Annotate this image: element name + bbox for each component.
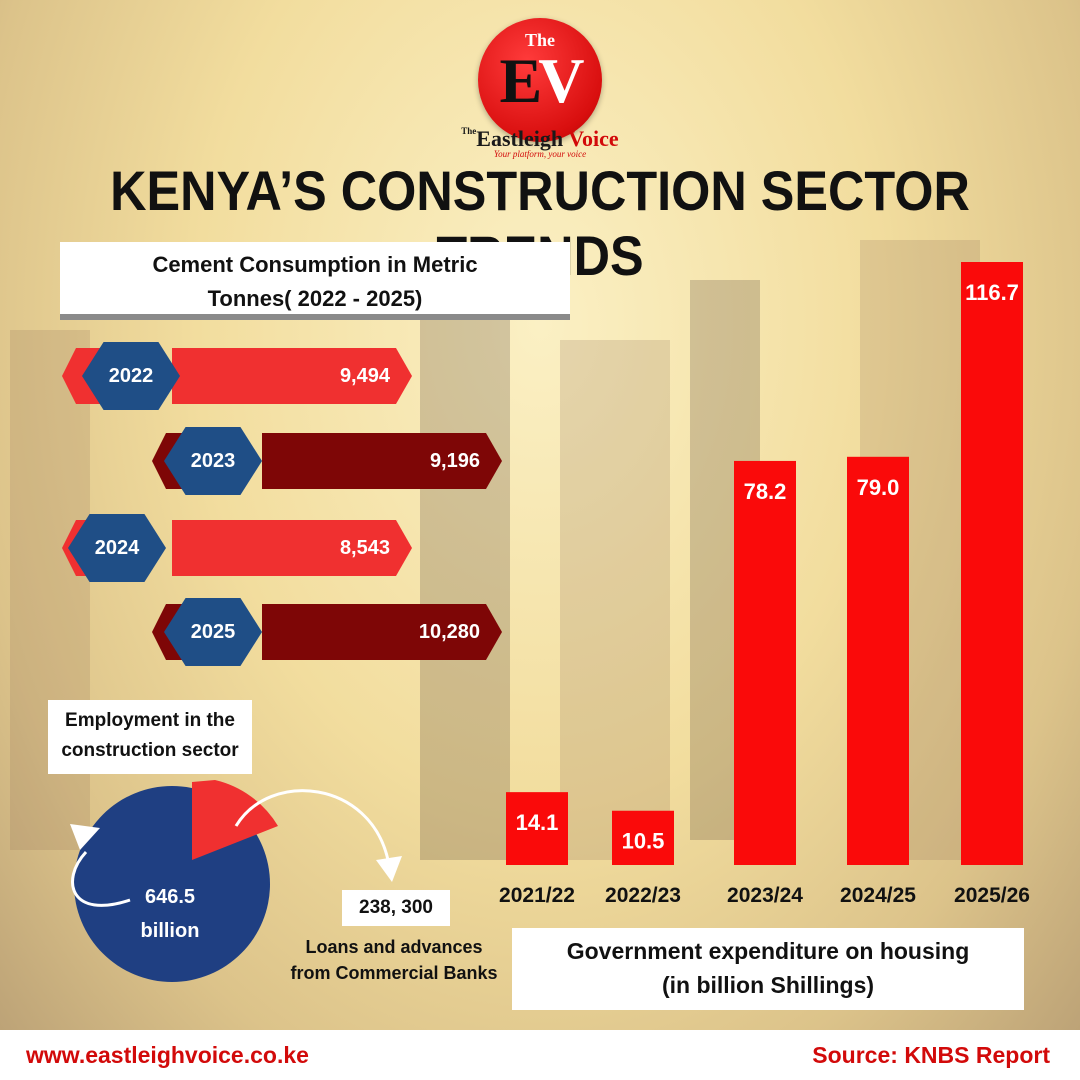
employment-value-line2: billion	[140, 920, 200, 942]
cement-heading-line1: Cement Consumption in Metric	[152, 252, 478, 277]
x-tick-label: 2021/22	[499, 884, 575, 907]
logo-e: E	[499, 45, 543, 116]
brand-name-suffix: Voice	[568, 126, 619, 151]
year-hexagon: 2024	[68, 514, 166, 582]
footer-source: Source: KNBS Report	[812, 1042, 1050, 1068]
x-tick-label: 2022/23	[605, 884, 681, 907]
cement-heading-line2: Tonnes( 2022 - 2025)	[207, 286, 423, 311]
bar-value-label: 14.1	[516, 810, 559, 835]
year-hexagon: 2022	[82, 342, 180, 410]
chart-title-line2: (in billion Shillings)	[661, 972, 875, 998]
cement-heading: Cement Consumption in Metric Tonnes( 202…	[60, 242, 570, 320]
cement-row-2025: 10,280 2025	[152, 598, 502, 666]
cement-value: 10,280	[262, 604, 502, 660]
brand-tagline: Your platform, your voice	[493, 149, 587, 159]
page-title: KENYA’S CONSTRUCTION SECTOR TRENDS	[110, 159, 970, 287]
x-tick-label: 2024/25	[840, 884, 916, 907]
cement-value: 9,494	[172, 348, 412, 404]
employment-heading-line1: Employment in the	[65, 710, 235, 731]
employment-pie	[70, 780, 402, 982]
employment-heading: Employment in the construction sector	[48, 700, 252, 774]
chart-bar	[506, 792, 568, 865]
bar-value-label: 78.2	[744, 479, 787, 504]
logo: The EV	[478, 18, 602, 142]
loans-label-line1: Loans and advances	[305, 937, 483, 957]
background-building	[560, 340, 670, 860]
arrow-head-icon	[376, 856, 402, 882]
x-tick-label: 2025/26	[954, 884, 1030, 907]
cement-value: 8,543	[172, 520, 412, 576]
x-tick-label: 2023/24	[727, 884, 803, 907]
chart-bar	[847, 456, 909, 865]
footer: www.eastleighvoice.co.ke Source: KNBS Re…	[0, 1030, 1080, 1080]
loans-value: 238, 300	[342, 890, 450, 926]
footer-url[interactable]: www.eastleighvoice.co.ke	[26, 1042, 309, 1068]
loans-label-line2: from Commercial Banks	[290, 963, 498, 983]
bar-value-label: 10.5	[622, 829, 665, 854]
loans-label: Loans and advances from Commercial Banks	[274, 934, 514, 986]
employment-value-line1: 646.5	[144, 886, 196, 908]
background-building	[420, 300, 510, 860]
brand-name-small: The	[461, 126, 477, 136]
brand-name: TheEastleigh Voice	[440, 126, 640, 152]
logo-ev: EV	[478, 44, 602, 118]
chart-bar	[961, 262, 1023, 865]
chart-bar	[612, 810, 674, 865]
brand-name-block: TheEastleigh Voice Your platform, your v…	[440, 126, 640, 159]
year-hexagon: 2023	[164, 427, 262, 495]
arrow-head-icon	[70, 824, 100, 850]
logo-the: The	[524, 30, 555, 50]
chart-title-line1: Government expenditure on housing	[566, 938, 970, 964]
logo-v: V	[538, 45, 584, 116]
bar-value-label: 116.7	[965, 280, 1019, 305]
cement-value: 9,196	[262, 433, 502, 489]
year-hexagon: 2025	[164, 598, 262, 666]
cement-row-2022: 9,494 2022	[62, 342, 412, 410]
employment-heading-line2: construction sector	[61, 740, 239, 761]
bar-value-label: 79.0	[857, 475, 900, 500]
pie-slice-minor	[192, 780, 278, 860]
cement-row-2024: 8,543 2024	[62, 514, 412, 582]
cement-row-2023: 9,196 2023	[152, 427, 502, 495]
brand-name-prefix: Eastleigh	[476, 126, 569, 151]
employment-value: 646.5 billion	[110, 880, 230, 948]
arrow-to-employment	[71, 850, 131, 907]
chart-title: Government expenditure on housing (in bi…	[512, 928, 1024, 1010]
chart-bar	[734, 460, 796, 865]
arrow-to-loans	[234, 789, 390, 861]
